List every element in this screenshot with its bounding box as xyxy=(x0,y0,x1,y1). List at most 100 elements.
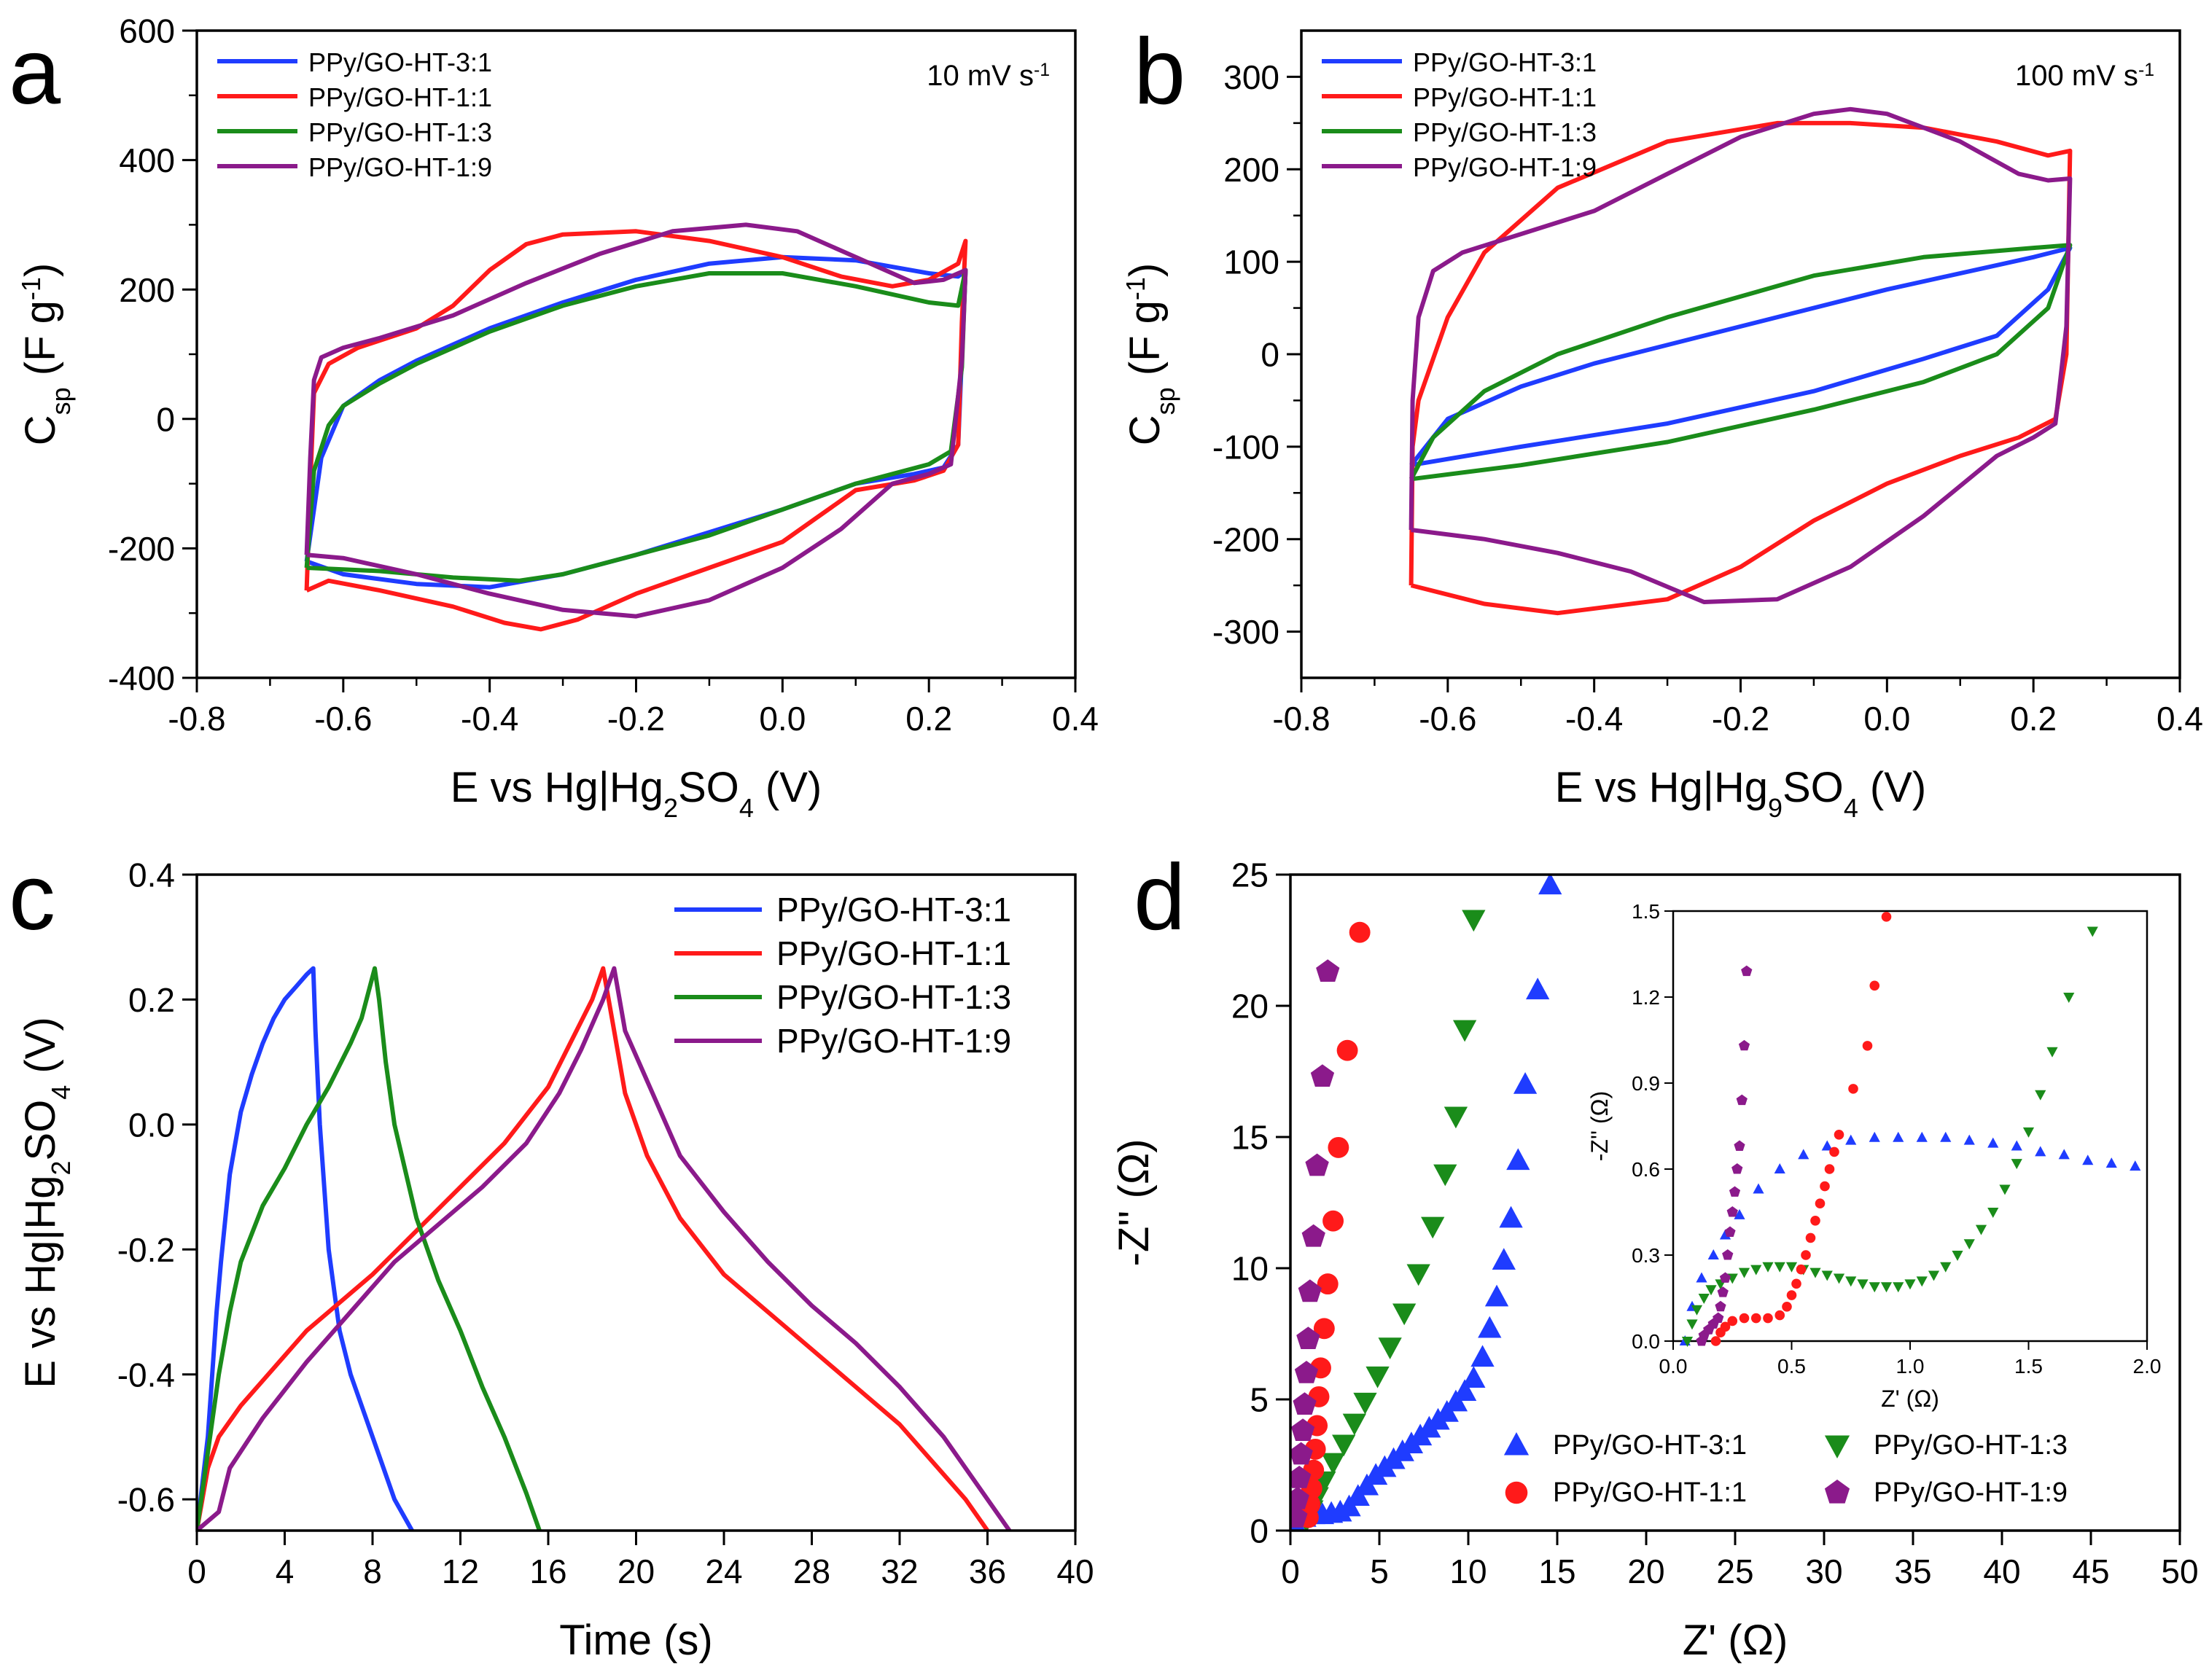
y-tick-label: 25 xyxy=(1231,856,1269,894)
x-tick-label: 40 xyxy=(1983,1552,2020,1590)
data-point xyxy=(1462,1366,1486,1388)
inset-data-point xyxy=(1724,1226,1736,1237)
plot-area xyxy=(304,222,968,632)
x-tick-label: 15 xyxy=(1538,1552,1575,1590)
inset-data-point xyxy=(1963,1239,1975,1250)
inset-data-point xyxy=(1791,1278,1801,1289)
inset-y-tick-label: 1.2 xyxy=(1632,986,1660,1009)
y-tick-label: 0 xyxy=(156,400,175,438)
inset-data-point xyxy=(1862,1041,1873,1051)
y-tick-label: -200 xyxy=(108,530,175,568)
axes-frame xyxy=(195,873,1077,1532)
inset-data-point xyxy=(1774,1262,1785,1273)
data-point xyxy=(1478,1316,1502,1338)
inset-data-point xyxy=(2035,1090,2046,1101)
inset-y-tick-label: 0.6 xyxy=(1632,1158,1660,1181)
data-point xyxy=(1310,1064,1335,1087)
y-tick-label: 0 xyxy=(1250,1512,1269,1550)
inset-data-point xyxy=(2011,1140,2022,1151)
y-tick-label: 300 xyxy=(1223,58,1279,96)
data-point xyxy=(1290,1486,1309,1509)
data-point xyxy=(1322,1210,1344,1232)
plot-area xyxy=(1290,875,1562,1531)
scan-rate-annotation: 10 mV s-1 xyxy=(927,60,1050,92)
inset-data-point xyxy=(1734,1208,1745,1219)
x-tick-label: 0.0 xyxy=(1863,700,1910,738)
inset-data-point xyxy=(1829,1146,1839,1157)
y-tick-label: 15 xyxy=(1231,1119,1269,1157)
x-axis-label: E vs Hg|Hg9SO4 (V) xyxy=(1555,764,1927,823)
inset-x-tick-label: 2.0 xyxy=(2133,1355,2162,1378)
inset-data-point xyxy=(2011,1159,2022,1170)
data-point xyxy=(1452,1379,1477,1401)
inset-data-point xyxy=(1809,1267,1821,1278)
data-point xyxy=(1353,1392,1377,1415)
legend-marker xyxy=(1824,1480,1850,1504)
inset-data-point xyxy=(1798,1149,1809,1160)
inset-data-point xyxy=(1713,1312,1724,1323)
inset-x-tick-label: 1.5 xyxy=(2014,1355,2043,1378)
series-line xyxy=(197,966,989,1531)
x-tick-label: 20 xyxy=(1627,1552,1664,1590)
x-tick-label: 20 xyxy=(617,1552,655,1590)
data-point xyxy=(1444,1106,1468,1129)
y-tick-label: -0.6 xyxy=(117,1481,175,1519)
inset-data-point xyxy=(1715,1300,1726,1312)
inset-data-point xyxy=(2046,1047,2058,1058)
x-tick-label: 8 xyxy=(363,1552,382,1590)
inset-data-point xyxy=(1845,1134,1857,1145)
x-tick-label: 25 xyxy=(1716,1552,1753,1590)
inset-data-point xyxy=(1834,1130,1844,1140)
legend-label: PPy/GO-HT-1:9 xyxy=(776,1022,1011,1060)
inset-data-point xyxy=(1727,1316,1738,1327)
inset-data-point xyxy=(1916,1276,1928,1287)
inset-data-point xyxy=(1975,1224,1987,1235)
data-point xyxy=(1433,1164,1457,1187)
inset-data-point xyxy=(1722,1249,1734,1260)
inset-y-tick-label: 1.5 xyxy=(1632,900,1660,923)
axes-frame xyxy=(195,29,1077,679)
x-tick-label: 5 xyxy=(1370,1552,1389,1590)
inset-data-point xyxy=(1928,1270,1940,1281)
axes-frame xyxy=(1289,873,2181,1532)
panel-letter: c xyxy=(9,845,55,950)
legend-label: PPy/GO-HT-1:3 xyxy=(308,117,492,147)
data-point xyxy=(1313,1318,1335,1340)
y-tick-label: -400 xyxy=(108,660,175,698)
inset-data-point xyxy=(1729,1186,1741,1197)
y-tick-label: 0.0 xyxy=(128,1106,175,1144)
y-axis-label: E vs Hg|Hg2SO4 (V) xyxy=(17,1017,76,1388)
inset-data-point xyxy=(1686,1319,1698,1330)
data-point xyxy=(1538,875,1562,895)
inset-data-point xyxy=(1750,1265,1762,1275)
data-point xyxy=(1484,1284,1509,1307)
series-line xyxy=(1409,106,2073,604)
data-point xyxy=(1342,1413,1366,1436)
y-tick-label: 100 xyxy=(1223,243,1279,281)
inset-data-point xyxy=(1736,1094,1748,1106)
data-point xyxy=(1296,1327,1320,1349)
y-tick-label: 0.4 xyxy=(128,856,175,894)
x-tick-label: 0.4 xyxy=(1052,700,1099,738)
y-tick-label: 200 xyxy=(119,271,175,309)
inset-data-point xyxy=(1720,1321,1731,1332)
inset-data-point xyxy=(1815,1198,1826,1208)
data-point xyxy=(1305,1153,1329,1176)
inset-data-point xyxy=(1821,1140,1833,1151)
x-tick-label: 12 xyxy=(442,1552,479,1590)
data-point xyxy=(1499,1206,1523,1228)
x-tick-label: 0.2 xyxy=(905,700,952,738)
inset-y-tick-label: 0.0 xyxy=(1632,1330,1660,1353)
legend-label: PPy/GO-HT-1:3 xyxy=(1413,117,1597,147)
inset-data-point xyxy=(2087,926,2098,937)
data-point xyxy=(1462,910,1486,932)
y-tick-label: -0.4 xyxy=(117,1356,175,1394)
legend-label: PPy/GO-HT-1:1 xyxy=(1413,82,1597,112)
legend-label: PPy/GO-HT-1:3 xyxy=(776,978,1011,1016)
legend-label: PPy/GO-HT-1:9 xyxy=(308,152,492,182)
data-point xyxy=(1492,1248,1516,1270)
data-point xyxy=(1470,1345,1495,1367)
y-tick-label: 0.2 xyxy=(128,981,175,1019)
inset-data-point xyxy=(1810,1216,1820,1226)
inset-data-point xyxy=(1691,1305,1703,1316)
